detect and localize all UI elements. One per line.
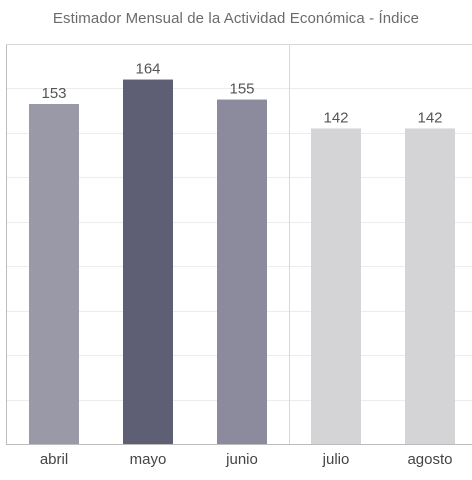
bar-abril[interactable] [29,104,79,444]
bar-junio[interactable] [217,99,267,445]
bar-mayo[interactable] [123,79,173,445]
data-label-julio: 142 [323,109,348,126]
x-tick-label-julio: julio [322,451,350,468]
value-labels: 153 164 155 142 142 [41,61,442,127]
plot-frame [6,44,472,445]
data-label-abril: 153 [41,85,66,102]
x-axis-ticks: abril mayo junio julio agosto [40,451,453,468]
data-label-mayo: 164 [135,61,160,78]
x-tick-label-agosto: agosto [407,451,452,468]
x-tick-label-junio: junio [225,451,258,468]
bars [29,79,455,445]
x-tick-label-abril: abril [40,451,68,468]
data-label-junio: 155 [229,81,254,98]
bar-agosto[interactable] [405,128,455,444]
x-tick-label-mayo: mayo [130,451,167,468]
bar-julio[interactable] [311,128,361,444]
data-label-agosto: 142 [417,109,442,126]
chart-title: Estimador Mensual de la Actividad Económ… [52,10,420,27]
